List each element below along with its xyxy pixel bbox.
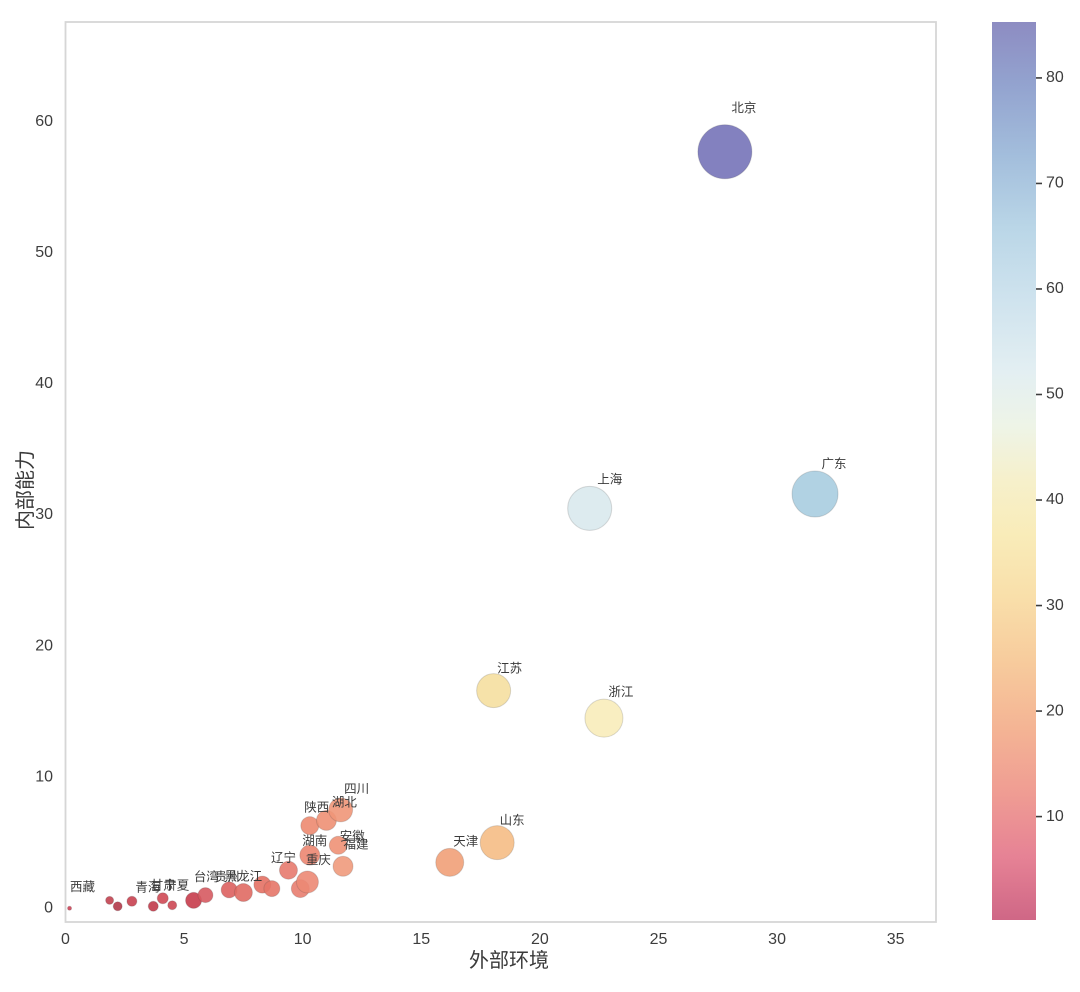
colorbar-tick-label: 40	[1046, 491, 1064, 508]
bubble-台湾	[197, 887, 214, 904]
colorbar-tick-label: 70	[1046, 175, 1064, 192]
colorbar-tick-label: 80	[1046, 69, 1064, 86]
bubble-上海	[567, 485, 613, 531]
bubble	[167, 900, 178, 911]
x-tick-label: 25	[650, 931, 668, 948]
point-label: 上海	[597, 471, 623, 486]
colorbar-tick-label: 30	[1046, 597, 1064, 614]
bubble-西藏	[67, 905, 73, 911]
y-tick-label: 0	[44, 899, 53, 916]
bubble-黑龙江	[233, 883, 253, 903]
x-tick-label: 20	[531, 931, 549, 948]
x-tick-label: 0	[61, 931, 70, 948]
y-axis-label: 内部能力	[14, 450, 37, 530]
x-axis-tick-labels: 0 5 10 15 20 25 30 35	[61, 931, 905, 948]
y-tick-label: 30	[35, 506, 53, 523]
point-label: 甘肃	[151, 878, 176, 892]
point-label: 江苏	[497, 661, 522, 676]
bubble-重庆	[295, 870, 319, 894]
point-label: 宁夏	[164, 877, 190, 892]
bubble-广东	[791, 470, 839, 518]
x-tick-label: 5	[180, 931, 189, 948]
point-label: 重庆	[306, 852, 332, 867]
x-tick-label: 10	[294, 931, 312, 948]
point-label: 青海	[135, 879, 161, 894]
point-label: 福建	[344, 836, 370, 851]
bubble-浙江	[584, 698, 624, 738]
bubble-山东	[479, 825, 515, 861]
point-label: 广东	[822, 457, 847, 471]
x-tick-label: 15	[412, 931, 430, 948]
bubble-江苏	[476, 673, 512, 709]
y-tick-label: 50	[35, 244, 53, 261]
colorbar-tick-labels: 10 20 30 40 50 60 70 80	[1036, 69, 1064, 825]
y-tick-label: 10	[35, 768, 53, 785]
bubble	[263, 880, 281, 898]
y-tick-label: 40	[35, 375, 53, 392]
bubble-宁夏	[156, 892, 169, 905]
point-label: 浙江	[608, 684, 633, 699]
point-label: 山东	[500, 814, 525, 828]
scatter-points	[67, 124, 839, 912]
point-label: 陕西	[304, 800, 329, 815]
y-axis-tick-labels: 0 10 20 30 40 50 60	[35, 113, 53, 917]
y-tick-label: 60	[35, 113, 53, 130]
bubble-福建	[332, 855, 354, 877]
bubble-安徽	[328, 835, 348, 855]
bubble-辽宁	[278, 860, 298, 880]
bubble-天津	[435, 847, 465, 877]
y-tick-label: 20	[35, 637, 53, 654]
bubble-湖南	[299, 844, 321, 866]
point-label: 北京	[731, 101, 756, 115]
bubble-四川	[328, 797, 354, 823]
bubble	[105, 895, 115, 905]
colorbar-tick-label: 50	[1046, 386, 1064, 403]
x-axis-label: 外部环境	[469, 949, 549, 972]
point-label: 湖南	[302, 833, 327, 848]
point-label: 西藏	[70, 880, 96, 894]
bubble	[112, 901, 123, 912]
point-label: 湖北	[332, 794, 358, 809]
colorbar-tick-label: 20	[1046, 702, 1064, 719]
colorbar	[992, 22, 1036, 920]
bubble-甘肃	[147, 900, 159, 912]
point-label: 天津	[453, 834, 478, 848]
point-label: 辽宁	[271, 850, 296, 865]
point-label: 四川	[344, 782, 369, 796]
point-label: 安徽	[340, 828, 366, 843]
point-label: 黑龙江	[225, 870, 263, 884]
plot-area	[64, 21, 937, 923]
x-tick-label: 35	[887, 931, 905, 948]
x-tick-label: 30	[768, 931, 786, 948]
bubble-北京	[697, 124, 753, 180]
colorbar-tick-label: 60	[1046, 280, 1064, 297]
colorbar-tick-label: 10	[1046, 808, 1064, 825]
point-label: 台湾	[194, 869, 219, 884]
point-label: 贵州	[215, 870, 240, 884]
bubble-青海	[126, 895, 138, 907]
